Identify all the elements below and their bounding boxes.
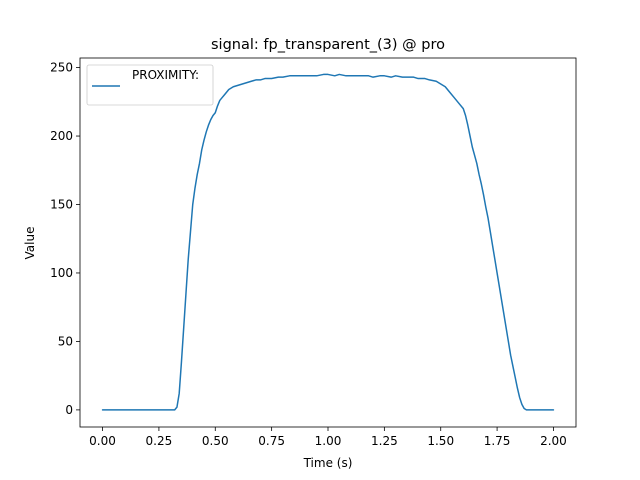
legend-entry-proximity: PROXIMITY:	[132, 68, 199, 82]
plot-area	[80, 58, 576, 427]
x-tick-label: 2.00	[540, 434, 567, 448]
legend: PROXIMITY:	[86, 64, 214, 106]
y-tick-label: 250	[50, 61, 73, 75]
plot-frame	[79, 57, 577, 428]
x-tick-label: 0.25	[146, 434, 173, 448]
chart-title: signal: fp_transparent_(3) @ pro	[211, 37, 445, 53]
legend-box	[86, 64, 214, 106]
x-axis: 0.00 0.25 0.50 0.75 1.00 1.25 1.50 1.75 2.00	[89, 427, 567, 448]
y-axis-label: Value	[23, 227, 37, 260]
y-tick-label: 200	[50, 129, 73, 143]
x-tick-label: 1.25	[371, 434, 398, 448]
x-tick-label: 1.00	[315, 434, 342, 448]
x-axis-label: Time (s)	[303, 456, 353, 470]
series-line-proximity	[101, 73, 555, 411]
x-tick-label: 1.50	[427, 434, 454, 448]
y-tick-label: 100	[50, 266, 73, 280]
y-tick-label: 150	[50, 198, 73, 212]
x-tick-label: 0.00	[89, 434, 116, 448]
y-axis: 0 50 100 150 200 250	[50, 61, 80, 417]
x-tick-label: 0.50	[202, 434, 229, 448]
y-tick-label: 50	[58, 334, 73, 348]
y-tick-label: 0	[65, 403, 73, 417]
x-tick-label: 0.75	[258, 434, 285, 448]
x-tick-label: 1.75	[484, 434, 511, 448]
